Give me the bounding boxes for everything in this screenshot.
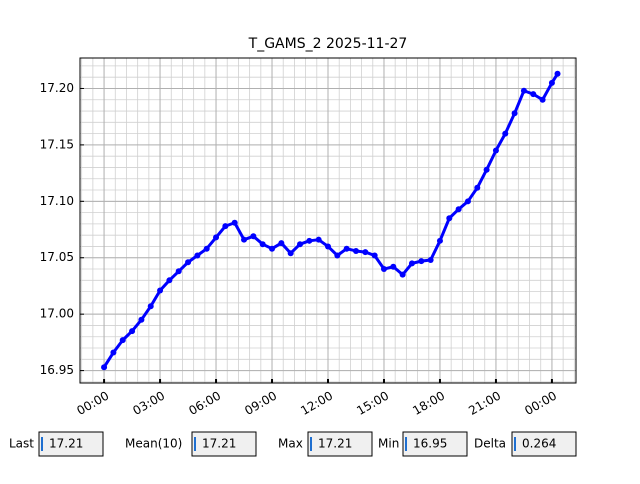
data-point [371, 252, 378, 259]
y-tick-label: 17.00 [40, 307, 74, 321]
data-point [455, 206, 462, 213]
control-value: 17.21 [202, 437, 236, 451]
x-tick-label: 06:00 [186, 389, 223, 418]
x-tick-label: 21:00 [466, 389, 503, 418]
y-tick-label: 17.20 [40, 81, 74, 95]
y-tick-label: 16.95 [40, 363, 74, 377]
control-label: Mean(10) [125, 437, 182, 451]
control-value: 17.21 [49, 437, 83, 451]
control-label: Max [278, 437, 303, 451]
data-point [446, 215, 453, 222]
data-point [315, 236, 322, 243]
data-point [464, 198, 471, 205]
data-point [362, 249, 369, 256]
data-point [483, 166, 490, 173]
data-point [418, 258, 425, 265]
control-value: 16.95 [413, 437, 447, 451]
data-point [138, 316, 145, 323]
text-box[interactable] [511, 431, 577, 457]
data-point [213, 234, 220, 241]
data-point [436, 237, 443, 244]
data-point [278, 240, 285, 247]
data-point [399, 271, 406, 278]
data-point [110, 349, 117, 356]
data-point [297, 241, 304, 248]
x-tick-label: 18:00 [410, 389, 447, 418]
data-point [147, 303, 154, 310]
plot-frame [79, 57, 577, 384]
data-point [511, 110, 518, 117]
data-point [119, 337, 126, 344]
data-point [502, 130, 509, 137]
data-point [492, 147, 499, 154]
data-point [231, 219, 238, 226]
control-label: Delta [474, 437, 506, 451]
x-tick-label: 03:00 [130, 389, 167, 418]
x-tick-label: 00:00 [522, 389, 559, 418]
data-point [530, 91, 537, 98]
x-tick-label: 12:00 [298, 389, 335, 418]
data-point [334, 252, 341, 259]
data-point [166, 277, 173, 284]
data-point [222, 223, 229, 230]
data-point [539, 96, 546, 103]
data-point [129, 328, 136, 335]
data-point [380, 266, 387, 273]
y-tick-label: 17.05 [40, 250, 74, 264]
y-tick-label: 17.15 [40, 137, 74, 151]
control-value: 0.264 [522, 437, 556, 451]
data-line [102, 73, 559, 369]
data-point [520, 87, 527, 94]
control-value: 17.21 [318, 437, 352, 451]
data-point [203, 245, 210, 252]
data-point [269, 245, 276, 252]
data-point [250, 233, 257, 240]
data-point [194, 252, 201, 259]
chart-title: T_GAMS_2 2025-11-27 [248, 36, 408, 52]
data-point [427, 256, 434, 263]
control-label: Last [9, 437, 34, 451]
data-point [101, 364, 108, 371]
text-box[interactable] [191, 431, 257, 457]
y-tick-label: 17.10 [40, 194, 74, 208]
x-tick-label: 09:00 [242, 389, 279, 418]
data-point [325, 243, 331, 250]
data-point [474, 184, 481, 191]
x-tick-label: 00:00 [74, 389, 111, 418]
x-tick-label: 15:00 [354, 389, 391, 418]
text-box[interactable] [402, 431, 468, 457]
control-label: Min [378, 437, 399, 451]
data-point [306, 237, 313, 244]
data-point [287, 250, 294, 257]
text-box[interactable] [38, 431, 104, 457]
data-point [343, 245, 350, 252]
data-point [548, 79, 555, 86]
data-point [185, 259, 192, 266]
data-point [259, 241, 266, 248]
data-point [554, 70, 561, 77]
data-point [157, 287, 164, 294]
text-box[interactable] [307, 431, 373, 457]
data-point [241, 236, 248, 243]
data-point [352, 247, 359, 254]
data-point [175, 268, 182, 275]
data-point [408, 260, 415, 267]
data-point [390, 263, 397, 270]
